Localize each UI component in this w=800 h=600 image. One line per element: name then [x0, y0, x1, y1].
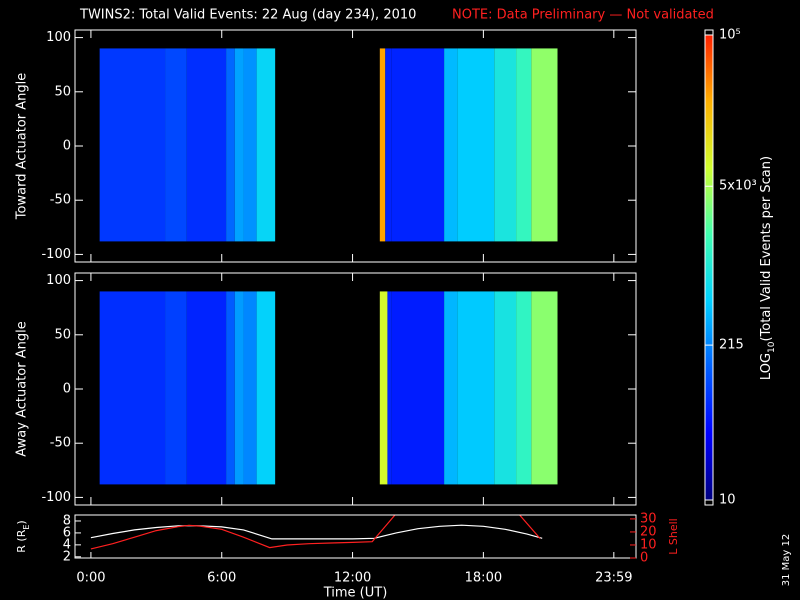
colorbar — [705, 35, 713, 500]
y-tick-label: 100 — [46, 273, 71, 288]
y-tick-label: -50 — [50, 193, 71, 208]
x-tick-label: 18:00 — [465, 571, 502, 586]
heatmap-cell — [234, 291, 244, 485]
colorbar-tick-label: 215 — [719, 338, 744, 353]
heatmap-cell — [226, 291, 235, 485]
y-axis-label-part: R (R — [15, 529, 28, 552]
heatmap-cell — [165, 48, 187, 242]
heatmap-cell — [243, 48, 257, 242]
y-tick-label: 0 — [63, 139, 71, 154]
heatmap-cell — [165, 291, 187, 485]
heatmap-cell — [243, 291, 257, 485]
y2-tick-label: 20 — [640, 524, 657, 539]
heatmap-cell — [444, 48, 458, 242]
heatmap-cell — [99, 291, 166, 485]
heatmap-cell — [516, 48, 532, 242]
colorbar-tick-label: 10 — [719, 493, 736, 508]
heatmap-cell — [234, 48, 244, 242]
y-axis-label-part: ) — [15, 520, 28, 524]
title: TWINS2: Total Valid Events: 22 Aug (day … — [79, 8, 416, 23]
colorbar-frame — [704, 29, 714, 506]
colorbar-tick-label: 5x10³ — [719, 179, 757, 194]
series-line — [90, 524, 543, 540]
y2-tick-label: 10 — [640, 537, 657, 552]
colorbar-label: LOG10(Total Valid Events per Scan) — [759, 156, 777, 380]
y-tick-label: -100 — [41, 247, 71, 262]
x-tick-label: 12:00 — [334, 571, 371, 586]
y2-axis-label: L Shell — [667, 518, 680, 554]
y-axis-label: Toward Actuator Angle — [15, 73, 30, 220]
heatmap-cell — [99, 48, 166, 242]
heatmap-cell — [256, 291, 276, 485]
y-tick-label: 6 — [63, 525, 71, 540]
y-tick-label: -100 — [41, 490, 71, 505]
x-axis-label: Time (UT) — [323, 586, 388, 600]
heatmap-cell — [457, 291, 495, 485]
colorbar-label-part: LOG — [759, 353, 774, 380]
y-tick-label: 4 — [63, 537, 71, 552]
heatmap-cell — [531, 291, 558, 485]
heatmap-cell — [387, 291, 392, 485]
y-tick-label: 2 — [63, 549, 71, 564]
colorbar-label-part: (Total Valid Events per Scan) — [759, 156, 774, 342]
heatmap-cell — [256, 48, 276, 242]
y-tick-label: 0 — [63, 382, 71, 397]
series-line — [90, 515, 541, 550]
x-tick-label: 23:59 — [595, 571, 632, 586]
y2-tick-label: 0 — [640, 551, 648, 566]
heatmap-cell — [391, 48, 445, 242]
heatmap-cell — [444, 291, 458, 485]
y-tick-label: 100 — [46, 30, 71, 45]
heatmap-cell — [379, 48, 386, 242]
x-tick-label: 0:00 — [76, 571, 105, 586]
note: NOTE: Data Preliminary — Not validated — [452, 8, 714, 23]
heatmap-cell — [226, 48, 235, 242]
y-tick-label: 50 — [54, 327, 71, 342]
heatmap-cell — [385, 48, 392, 242]
date-stamp: 31 May 12 — [781, 534, 792, 586]
heatmap-cell — [379, 291, 388, 485]
heatmap-cell — [531, 48, 558, 242]
y-tick-label: 50 — [54, 84, 71, 99]
colorbar-tick-label: 10⁵ — [719, 28, 741, 43]
heatmap-cell — [494, 291, 517, 485]
y-axis-label-part: E — [22, 525, 31, 530]
heatmap-cell — [494, 48, 517, 242]
y-tick-label: -50 — [50, 436, 71, 451]
heatmap-cell — [186, 291, 227, 485]
line-group — [90, 515, 543, 550]
x-tick-label: 6:00 — [207, 571, 236, 586]
colorbar-label-part: 10 — [767, 341, 777, 353]
heatmap-cell — [516, 291, 532, 485]
plot-frame — [74, 514, 637, 559]
y-axis-label: Away Actuator Angle — [15, 321, 30, 456]
heatmap-cell — [186, 48, 227, 242]
heatmap-cell — [457, 48, 495, 242]
y-tick-label: 8 — [63, 513, 71, 528]
y2-tick-label: 30 — [640, 511, 657, 526]
heatmap-cell — [391, 291, 445, 485]
y-axis-label: R (RE) — [15, 520, 31, 552]
